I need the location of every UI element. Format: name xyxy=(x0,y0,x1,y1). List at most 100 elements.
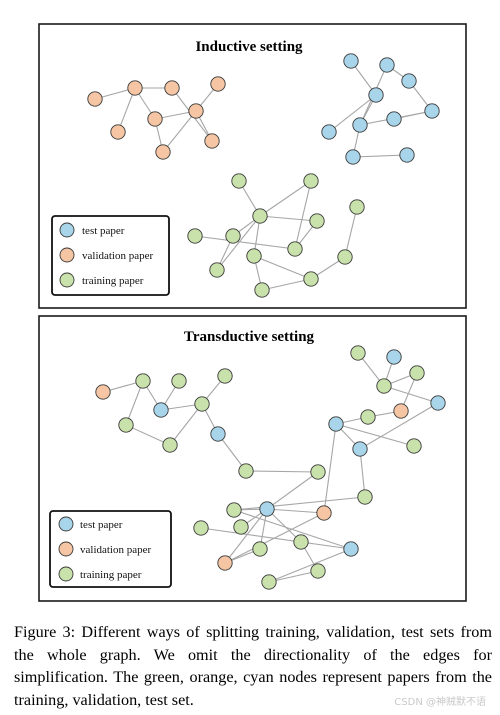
training-paper-node xyxy=(309,213,325,229)
graph-edge xyxy=(359,448,366,498)
panel-title: Transductive setting xyxy=(184,329,315,345)
panel-title: Inductive setting xyxy=(195,39,303,55)
test-paper-node xyxy=(424,103,440,119)
test-paper-node xyxy=(368,87,384,103)
training-paper-node xyxy=(360,409,376,425)
training-paper-node xyxy=(187,228,203,244)
graph-edge xyxy=(200,527,352,550)
legend-swatch-training xyxy=(58,566,74,582)
test-paper-node xyxy=(352,441,368,457)
validation-paper-node xyxy=(210,76,226,92)
training-paper-node xyxy=(303,271,319,287)
test-paper-node xyxy=(321,124,337,140)
validation-paper-node xyxy=(393,403,409,419)
graph-edge xyxy=(294,180,312,250)
validation-paper-node xyxy=(217,555,233,571)
validation-paper-node xyxy=(147,111,163,127)
graph-edge xyxy=(217,433,247,472)
training-paper-node xyxy=(231,173,247,189)
graph-edge xyxy=(245,470,319,473)
training-paper-node xyxy=(254,282,270,298)
graph-edge xyxy=(216,215,261,271)
test-paper-node xyxy=(386,349,402,365)
legend: test paper validation paper training pap… xyxy=(51,215,170,296)
graph-edge xyxy=(328,94,377,133)
graph-edge xyxy=(233,496,366,511)
training-paper-node xyxy=(409,365,425,381)
validation-paper-node xyxy=(316,505,332,521)
graph-edge xyxy=(125,380,144,426)
legend-swatch-test xyxy=(59,222,75,238)
training-paper-node xyxy=(293,534,309,550)
training-paper-node xyxy=(252,208,268,224)
graph-edge xyxy=(261,278,312,291)
test-paper-node xyxy=(345,149,361,165)
legend-box xyxy=(51,215,170,296)
training-paper-node xyxy=(287,241,303,257)
graph-edge xyxy=(268,570,319,583)
training-paper-node xyxy=(226,502,242,518)
graph-edge xyxy=(266,471,319,510)
legend-label-test: test paper xyxy=(80,519,123,531)
test-paper-node xyxy=(399,147,415,163)
training-paper-node xyxy=(406,438,422,454)
training-paper-node xyxy=(349,199,365,215)
figure: Inductive setting test paper validation … xyxy=(38,23,467,602)
graph-edge xyxy=(169,403,203,446)
training-paper-node xyxy=(135,373,151,389)
training-paper-node xyxy=(217,368,233,384)
graph-edge xyxy=(253,255,312,280)
test-paper-node xyxy=(259,501,275,517)
training-paper-node xyxy=(209,262,225,278)
legend-swatch-validation xyxy=(58,541,74,557)
test-paper-node xyxy=(343,53,359,69)
test-paper-node xyxy=(153,402,169,418)
validation-paper-node xyxy=(164,80,180,96)
legend-label-training: training paper xyxy=(82,275,144,287)
validation-paper-node xyxy=(204,133,220,149)
test-paper-node xyxy=(386,111,402,127)
validation-paper-node xyxy=(155,144,171,160)
figure-caption: Figure 3: Different ways of splitting tr… xyxy=(14,623,492,709)
legend-box xyxy=(49,510,172,588)
graph-edge xyxy=(117,87,136,133)
training-paper-node xyxy=(193,520,209,536)
graph-edge xyxy=(352,154,408,158)
graph-edge xyxy=(224,508,268,564)
validation-paper-node xyxy=(110,124,126,140)
test-paper-node xyxy=(352,117,368,133)
graph-edge xyxy=(233,509,352,550)
validation-paper-node xyxy=(87,91,103,107)
transductive-panel: Transductive setting test paper validati… xyxy=(38,315,467,602)
watermark: CSDN @神贼默不语 xyxy=(394,697,486,708)
test-paper-node xyxy=(430,395,446,411)
training-paper-node xyxy=(194,396,210,412)
training-paper-node xyxy=(310,563,326,579)
graph-edge xyxy=(266,508,302,543)
inductive-panel: Inductive setting test paper validation … xyxy=(38,23,467,309)
node-layer xyxy=(87,53,440,298)
training-paper-node xyxy=(357,489,373,505)
test-paper-node xyxy=(379,57,395,73)
training-paper-node xyxy=(303,173,319,189)
legend-label-validation: validation paper xyxy=(82,250,154,262)
training-paper-node xyxy=(171,373,187,389)
graph-edge xyxy=(259,215,318,222)
graph-edge xyxy=(268,548,352,583)
validation-paper-node xyxy=(95,384,111,400)
validation-paper-node xyxy=(188,103,204,119)
training-paper-node xyxy=(162,437,178,453)
graph-edge xyxy=(162,110,197,153)
legend: test paper validation paper training pap… xyxy=(49,510,172,588)
legend-label-validation: validation paper xyxy=(80,544,152,556)
test-paper-node xyxy=(343,541,359,557)
training-paper-node xyxy=(252,541,268,557)
test-paper-node xyxy=(401,73,417,89)
graph-edge xyxy=(125,424,171,446)
node-layer xyxy=(95,345,446,590)
training-paper-node xyxy=(337,249,353,265)
training-paper-node xyxy=(238,463,254,479)
graph-edge xyxy=(259,180,312,217)
legend-swatch-training xyxy=(59,272,75,288)
test-paper-node xyxy=(210,426,226,442)
